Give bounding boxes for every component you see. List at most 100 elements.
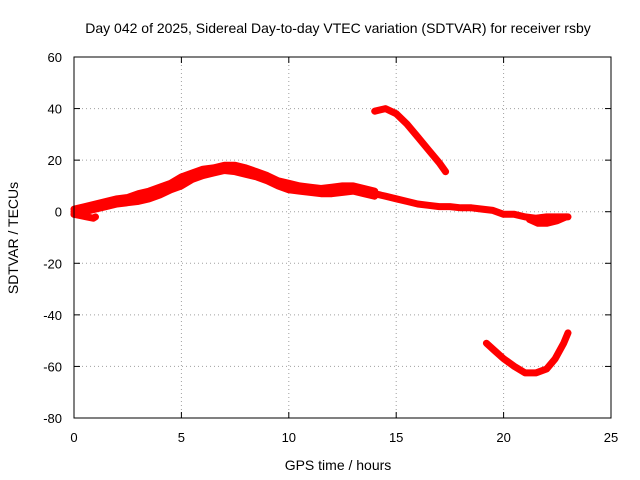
data-point [264, 177, 271, 184]
data-point [167, 180, 174, 187]
series-negative-arc [482, 329, 572, 377]
data-point [414, 133, 421, 140]
data-point [403, 121, 410, 128]
data-point [425, 202, 432, 209]
data-point [307, 189, 314, 196]
data-point [92, 213, 99, 220]
data-point [83, 213, 90, 220]
data-point [189, 176, 196, 183]
chart-title: Day 042 of 2025, Sidereal Day-to-day VTE… [85, 20, 591, 36]
data-point [232, 162, 239, 169]
data-point [489, 207, 496, 214]
series-line [371, 105, 450, 176]
data-point [371, 108, 378, 115]
data-point [232, 168, 239, 175]
data-point [393, 110, 400, 117]
data-point [113, 200, 120, 207]
data-point [77, 212, 84, 219]
x-tick-label: 10 [282, 430, 296, 445]
data-point [124, 199, 131, 206]
data-point [371, 193, 378, 200]
data-point [189, 170, 196, 177]
data-point [382, 193, 389, 200]
data-point [522, 369, 529, 376]
data-point [328, 190, 335, 197]
y-tick-label: 0 [55, 205, 62, 220]
data-point [135, 198, 142, 205]
data-point [442, 168, 449, 175]
data-point [479, 206, 486, 213]
grid [74, 57, 611, 418]
data-point [414, 200, 421, 207]
data-point [382, 105, 389, 112]
data-point [532, 369, 539, 376]
data-point [167, 186, 174, 193]
data-point [393, 195, 400, 202]
data-point [92, 206, 99, 213]
series-secondary-arc [371, 105, 450, 176]
data-point [554, 217, 561, 224]
data-point [403, 198, 410, 205]
data-point [210, 170, 217, 177]
x-tick-label: 15 [389, 430, 403, 445]
data-point [562, 213, 569, 220]
y-axis-label: SDTVAR / TECUs [5, 182, 21, 294]
data-point [178, 173, 185, 180]
data-point [350, 188, 357, 195]
data-point [543, 366, 550, 373]
data-point [242, 164, 249, 171]
data-point [221, 167, 228, 174]
data-point [285, 186, 292, 193]
data-point [146, 188, 153, 195]
x-tick-label: 0 [70, 430, 77, 445]
data-point [285, 180, 292, 187]
series-dip-segment-2 [525, 213, 570, 227]
data-point [253, 173, 260, 180]
y-tick-label: -20 [43, 256, 62, 271]
data-series [70, 105, 572, 377]
series-line [70, 167, 379, 218]
data-point [511, 363, 518, 370]
data-point [468, 204, 475, 211]
data-point [565, 329, 572, 336]
y-tick-label: -80 [43, 411, 62, 426]
series-dip-segment [70, 210, 99, 222]
data-point [146, 195, 153, 202]
data-point [275, 182, 282, 189]
data-point [199, 172, 206, 179]
data-point [318, 190, 325, 197]
x-axis-label: GPS time / hours [285, 457, 392, 473]
data-point [199, 166, 206, 173]
data-point [339, 189, 346, 196]
y-tick-label: 40 [48, 102, 62, 117]
data-point [446, 203, 453, 210]
data-point [135, 190, 142, 197]
y-tick-label: -60 [43, 359, 62, 374]
data-point [457, 204, 464, 211]
data-point [436, 203, 443, 210]
data-point [339, 182, 346, 189]
data-point [156, 184, 163, 191]
data-point [543, 220, 550, 227]
data-point [103, 203, 110, 210]
data-point [242, 171, 249, 178]
plot-frame [73, 56, 612, 419]
y-tick-label: 60 [48, 50, 62, 65]
data-point [526, 216, 533, 223]
data-point [178, 182, 185, 189]
data-point [296, 188, 303, 195]
x-tick-label: 25 [604, 430, 618, 445]
data-point [492, 347, 499, 354]
x-tick-label: 20 [496, 430, 510, 445]
data-point [500, 211, 507, 218]
data-point [328, 184, 335, 191]
y-tick-label: -40 [43, 308, 62, 323]
data-point [543, 213, 550, 220]
data-point [360, 190, 367, 197]
data-point [560, 340, 567, 347]
series-line [482, 329, 572, 377]
data-point [552, 355, 559, 362]
data-point [156, 191, 163, 198]
data-point [483, 340, 490, 347]
